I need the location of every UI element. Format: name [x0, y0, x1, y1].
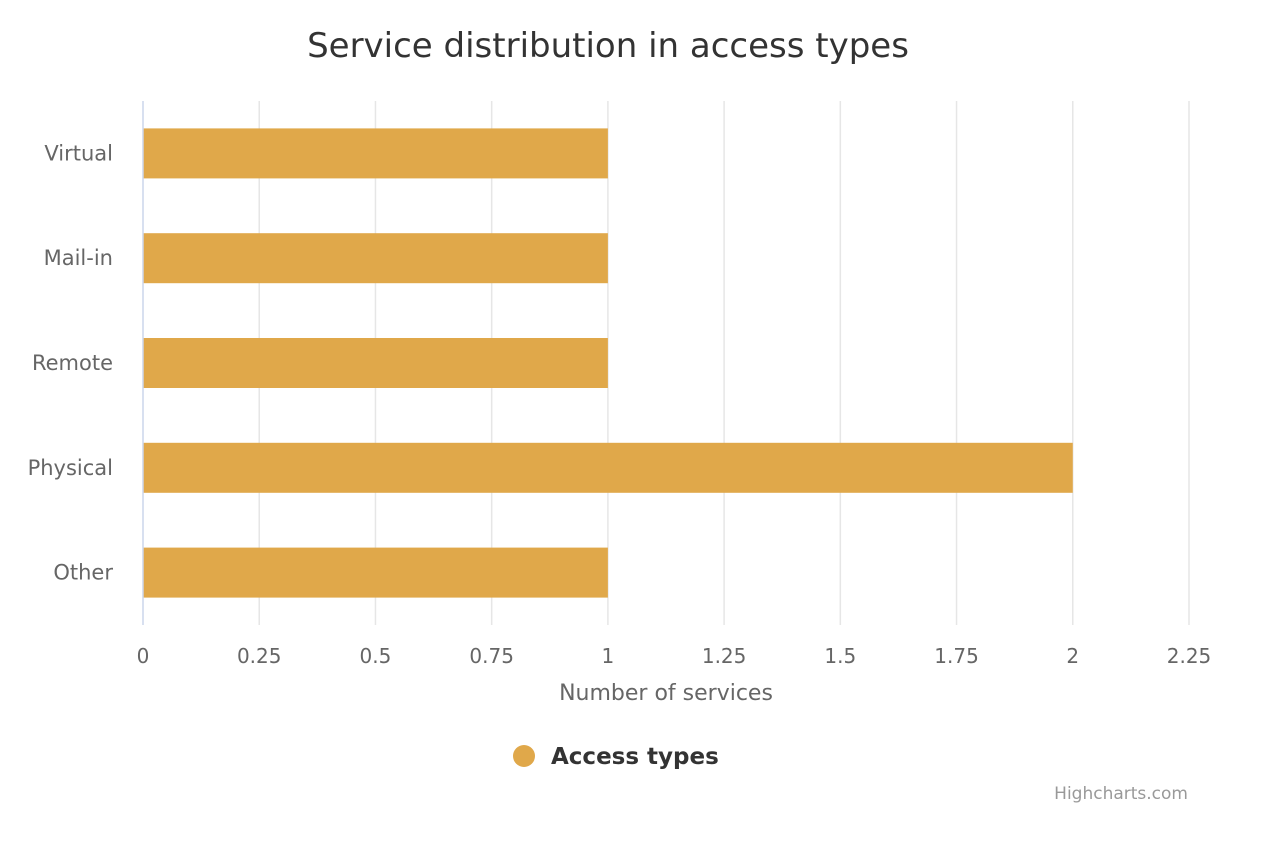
bar-virtual[interactable]: [143, 128, 608, 179]
x-tick-label: 2.25: [1167, 644, 1212, 668]
x-tick-label: 0: [137, 644, 150, 668]
category-label: Physical: [28, 456, 113, 480]
bar-mail-in[interactable]: [143, 233, 608, 284]
x-tick-label: 1.5: [824, 644, 856, 668]
x-tick-label: 0.25: [237, 644, 282, 668]
x-tick-label: 0.5: [360, 644, 392, 668]
bar-physical[interactable]: [143, 442, 1073, 493]
category-labels: Virtual Mail-in Remote Physical Other: [28, 141, 114, 584]
bars: [143, 128, 1073, 598]
category-label: Remote: [32, 351, 113, 375]
x-tick-label: 1.75: [934, 644, 979, 668]
legend-symbol[interactable]: [513, 745, 535, 767]
x-tick-labels: 0 0.25 0.5 0.75 1 1.25 1.5 1.75 2 2.25: [137, 644, 1212, 668]
chart-title: Service distribution in access types: [307, 26, 909, 66]
bar-other[interactable]: [143, 547, 608, 598]
category-label: Virtual: [44, 141, 113, 165]
x-tick-label: 2: [1066, 644, 1079, 668]
category-label: Other: [53, 561, 113, 585]
credits-link[interactable]: Highcharts.com: [1054, 784, 1188, 804]
grid: [258, 101, 1190, 625]
x-axis-title: Number of services: [559, 681, 773, 706]
x-tick-label: 1: [602, 644, 615, 668]
x-tick-label: 1.25: [702, 644, 747, 668]
x-tick-label: 0.75: [469, 644, 514, 668]
category-label: Mail-in: [44, 246, 113, 270]
legend[interactable]: Access types: [513, 744, 719, 770]
bar-remote[interactable]: [143, 338, 608, 388]
legend-item-access-types[interactable]: Access types: [551, 744, 719, 770]
